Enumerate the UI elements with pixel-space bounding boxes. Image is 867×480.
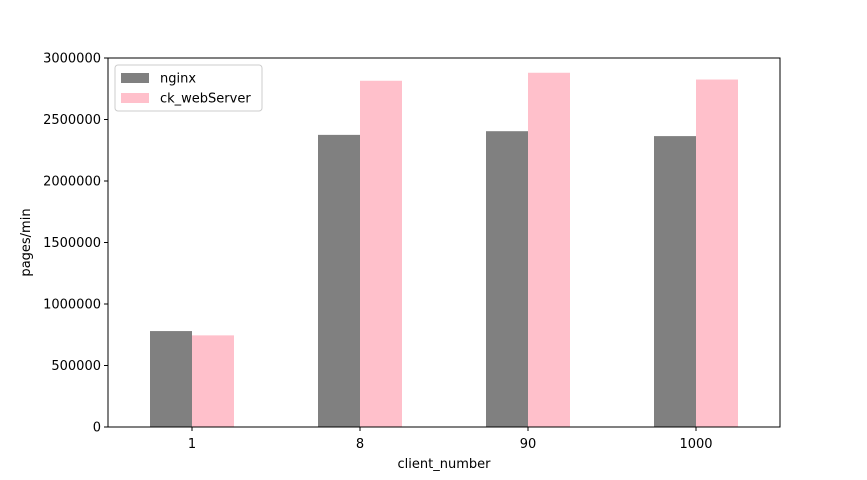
legend-label-nginx: nginx: [160, 72, 196, 87]
bar-ck_webServer-1: [192, 335, 234, 427]
legend-swatch-ck_webServer: [121, 93, 149, 103]
y-axis: 0 500000 1000000 1500000 2000000 2500000 30000…: [43, 52, 108, 436]
x-tick-label: 90: [520, 437, 537, 452]
x-tick-label: 1: [188, 437, 196, 452]
legend-swatch-nginx: [121, 73, 149, 83]
bar-ck_webServer-1000: [696, 79, 738, 428]
x-axis: 1 8 90 1000: [188, 427, 713, 452]
bar-ck_webServer-8: [360, 80, 402, 427]
bar-nginx-1: [150, 331, 192, 427]
y-axis-label: pages/min: [19, 208, 34, 276]
bar-nginx-1000: [654, 136, 696, 428]
bar-nginx-8: [318, 134, 360, 427]
y-tick-label: 2500000: [43, 113, 101, 128]
y-tick-label: 1500000: [43, 236, 101, 251]
y-tick-label: 1000000: [43, 298, 101, 313]
y-tick-label: 3000000: [43, 52, 101, 67]
x-tick-label: 8: [356, 437, 364, 452]
bar-ck_webServer-90: [528, 72, 570, 427]
legend-label-ck_webServer: ck_webServer: [160, 92, 251, 107]
bars-group: [150, 72, 738, 428]
x-tick-label: 1000: [679, 437, 712, 452]
y-tick-label: 2000000: [43, 175, 101, 190]
legend-box: [114, 64, 263, 112]
bar-nginx-90: [486, 131, 528, 427]
y-tick-label: 0: [93, 421, 101, 436]
legend: nginx ck_webServer: [114, 64, 263, 112]
x-axis-label: client_number: [398, 457, 492, 472]
y-tick-label: 500000: [51, 359, 101, 374]
